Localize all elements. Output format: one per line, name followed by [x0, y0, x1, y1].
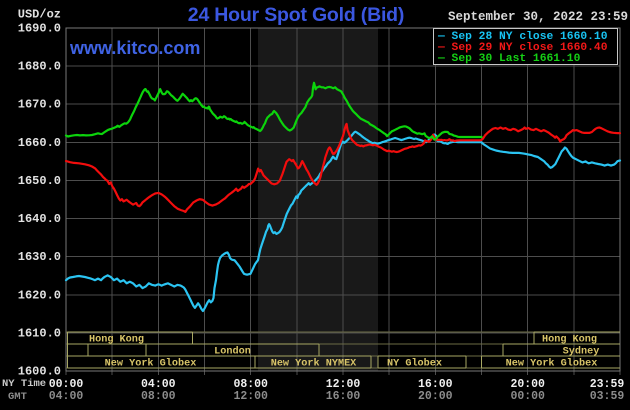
svg-text:20:00: 20:00 — [510, 378, 545, 391]
svg-text:London: London — [214, 346, 251, 358]
svg-text:12:00: 12:00 — [233, 390, 268, 403]
svg-text:1620.0: 1620.0 — [18, 288, 61, 302]
svg-text:Hong Kong: Hong Kong — [89, 335, 144, 346]
svg-text:New York Globex: New York Globex — [105, 358, 197, 370]
svg-text:24 Hour Spot Gold (Bid): 24 Hour Spot Gold (Bid) — [188, 4, 404, 26]
svg-text:www.kitco.com: www.kitco.com — [69, 38, 200, 58]
svg-text:USD/oz: USD/oz — [18, 8, 61, 22]
svg-text:12:00: 12:00 — [326, 378, 361, 391]
svg-text:NY Globex: NY Globex — [387, 358, 442, 370]
svg-text:New York NYMEX: New York NYMEX — [271, 358, 357, 370]
svg-text:1640.0: 1640.0 — [18, 212, 61, 226]
svg-text:1610.0: 1610.0 — [18, 326, 61, 340]
svg-text:08:00: 08:00 — [141, 390, 176, 403]
svg-text:— Sep 30 Last 1661.10: — Sep 30 Last 1661.10 — [437, 53, 581, 65]
svg-text:1690.0: 1690.0 — [18, 22, 61, 36]
svg-text:1630.0: 1630.0 — [18, 250, 61, 264]
svg-text:Hong Kong: Hong Kong — [542, 335, 597, 346]
svg-text:1650.0: 1650.0 — [18, 174, 61, 188]
svg-text:04:00: 04:00 — [141, 378, 176, 391]
svg-text:16:00: 16:00 — [326, 390, 361, 403]
svg-text:September 30, 2022 23:59: September 30, 2022 23:59 — [448, 10, 628, 24]
svg-text:1670.0: 1670.0 — [18, 98, 61, 112]
svg-text:NY Time: NY Time — [2, 378, 46, 390]
svg-text:04:00: 04:00 — [49, 390, 84, 403]
svg-text:Sydney: Sydney — [563, 346, 600, 358]
svg-text:00:00: 00:00 — [510, 390, 545, 403]
svg-text:23:59: 23:59 — [590, 378, 625, 391]
svg-text:16:00: 16:00 — [418, 378, 453, 391]
svg-text:08:00: 08:00 — [233, 378, 268, 391]
svg-text:1680.0: 1680.0 — [18, 60, 61, 74]
svg-text:20:00: 20:00 — [418, 390, 453, 403]
svg-text:00:00: 00:00 — [49, 378, 84, 391]
svg-text:— Sep 29 NY close 1660.40: — Sep 29 NY close 1660.40 — [437, 42, 608, 54]
svg-text:— Sep 28 NY close 1660.10: — Sep 28 NY close 1660.10 — [437, 31, 608, 43]
svg-text:GMT: GMT — [8, 391, 27, 403]
svg-text:03:59: 03:59 — [590, 390, 625, 403]
svg-text:New York Globex: New York Globex — [506, 358, 598, 370]
svg-text:1660.0: 1660.0 — [18, 136, 61, 150]
svg-text:1600.0: 1600.0 — [18, 365, 61, 379]
